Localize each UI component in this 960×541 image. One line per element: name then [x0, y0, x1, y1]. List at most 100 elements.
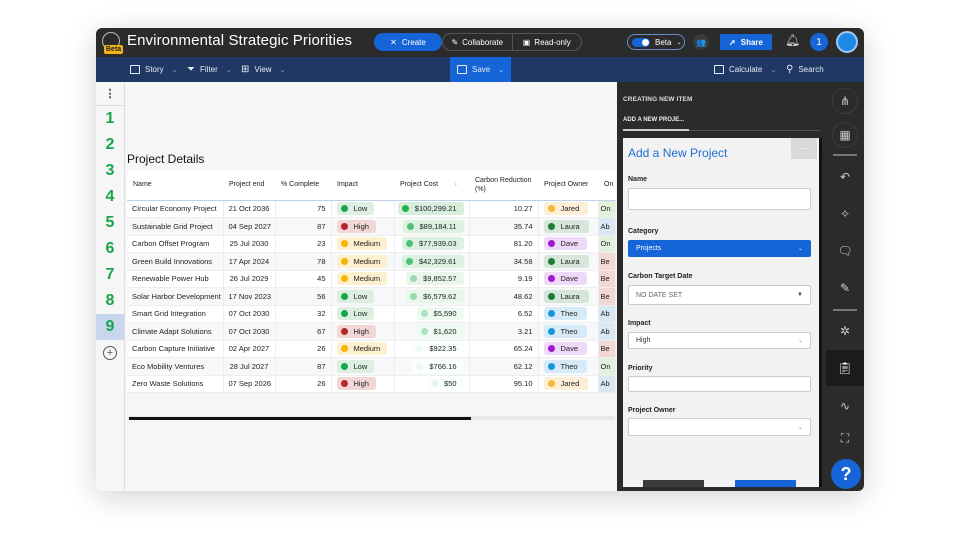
cell-end[interactable]: 21 Oct 2036: [223, 200, 276, 218]
column-header[interactable]: Project Cost ↓: [394, 170, 469, 201]
search-button[interactable]: ⚲ Search: [786, 57, 824, 82]
cell-impact[interactable]: Low: [331, 287, 395, 306]
cell-owner[interactable]: Laura: [538, 287, 599, 306]
create-button[interactable]: ✕ Create: [374, 33, 442, 51]
carbon-target-date-picker[interactable]: NO DATE SET ▼: [628, 285, 811, 305]
fullscreen-icon[interactable]: ⛶: [840, 430, 850, 445]
cell-cost[interactable]: $6,579.62: [394, 287, 470, 306]
cell-owner[interactable]: Laura: [538, 252, 599, 271]
cell-complete[interactable]: 78: [275, 252, 332, 271]
horizontal-scrollbar[interactable]: [129, 416, 615, 420]
story-menu[interactable]: Story ⌄: [130, 57, 178, 82]
cell-complete[interactable]: 67: [275, 322, 332, 341]
cell-cost[interactable]: $922.35: [394, 340, 470, 358]
cancel-button[interactable]: [643, 480, 704, 487]
column-header[interactable]: Project end: [223, 170, 275, 201]
cell-impact[interactable]: High: [331, 375, 395, 393]
cell-cost[interactable]: $100,299.21: [394, 200, 470, 218]
table-row[interactable]: Carbon Offset Program 25 Jul 2030 23 Medium…: [127, 235, 616, 253]
cell-reduction[interactable]: 81.20: [469, 235, 539, 253]
table-row[interactable]: Circular Economy Project 21 Oct 2036 75 Low…: [127, 200, 616, 218]
cell-cost[interactable]: $1,620: [394, 322, 470, 341]
priority-input[interactable]: [628, 376, 811, 392]
cell-end[interactable]: 02 Apr 2027: [223, 340, 276, 358]
cell-cost[interactable]: $50: [394, 375, 470, 393]
avatar[interactable]: [836, 31, 858, 53]
cell-complete[interactable]: 87: [275, 217, 332, 236]
cell-status[interactable]: Be: [598, 270, 616, 288]
cell-name[interactable]: Circular Economy Project: [127, 200, 224, 218]
filter-menu[interactable]: ⏷ Filter ⌄: [187, 57, 232, 82]
row-number[interactable]: 2: [105, 136, 115, 153]
cell-impact[interactable]: High: [331, 217, 395, 236]
cell-end[interactable]: 07 Oct 2030: [223, 305, 276, 323]
hierarchy-icon[interactable]: ⋔: [832, 88, 858, 114]
row-number[interactable]: 9: [96, 314, 124, 340]
cell-owner[interactable]: Laura: [538, 217, 599, 236]
cell-impact[interactable]: Low: [331, 200, 395, 218]
scrollbar-thumb[interactable]: [129, 416, 471, 420]
cell-status[interactable]: On: [598, 235, 616, 253]
cell-owner[interactable]: Dave: [538, 340, 599, 358]
table-row[interactable]: Eco Mobility Ventures 28 Jul 2027 87 Low $76…: [127, 357, 616, 376]
cell-end[interactable]: 25 Jul 2030: [223, 235, 276, 253]
pencil-icon[interactable]: ✎: [839, 281, 851, 295]
cell-end[interactable]: 07 Sep 2026: [223, 375, 276, 393]
cell-owner[interactable]: Dave: [538, 270, 599, 288]
activity-icon[interactable]: ∿: [839, 399, 851, 413]
people-icon[interactable]: 👥: [693, 34, 709, 50]
cell-reduction[interactable]: 65.24: [469, 340, 539, 358]
cell-name[interactable]: Carbon Capture Initiative: [127, 340, 224, 358]
more-options-button[interactable]: ···: [791, 138, 817, 159]
cell-name[interactable]: Green Build Innovations: [127, 252, 224, 271]
cell-end[interactable]: 26 Jul 2029: [223, 270, 276, 288]
cell-impact[interactable]: Medium: [331, 235, 395, 253]
cell-owner[interactable]: Theo: [538, 322, 599, 341]
row-number[interactable]: 6: [105, 240, 115, 257]
table-row[interactable]: Renewable Power Hub 26 Jul 2029 45 Medium $9…: [127, 270, 616, 288]
column-header[interactable]: Name: [127, 170, 223, 201]
table-row[interactable]: Smart Grid Integration 07 Oct 2030 32 Low $5…: [127, 305, 616, 323]
collaborate-button[interactable]: ✎ Collaborate: [443, 34, 513, 50]
row-number[interactable]: 1: [105, 110, 115, 127]
table-row[interactable]: Green Build Innovations 17 Apr 2024 78 Medi…: [127, 252, 616, 271]
row-number[interactable]: 8: [105, 292, 115, 309]
cell-complete[interactable]: 32: [275, 305, 332, 323]
cell-status[interactable]: Ab: [598, 375, 616, 393]
table-row[interactable]: Zero Waste Solutions 07 Sep 2026 26 High $50…: [127, 375, 616, 393]
cell-complete[interactable]: 75: [275, 200, 332, 218]
tab-add-new-project[interactable]: ADD A NEW PROJE...: [623, 117, 685, 123]
save-button[interactable]: Save ⌄: [450, 57, 512, 82]
cell-reduction[interactable]: 6.52: [469, 305, 539, 323]
toggle-switch[interactable]: [632, 37, 650, 47]
impact-select[interactable]: High ⌄: [628, 332, 811, 349]
beta-toggle[interactable]: Beta ⌄: [627, 34, 685, 50]
cell-reduction[interactable]: 34.58: [469, 252, 539, 271]
cell-complete[interactable]: 87: [275, 357, 332, 376]
column-header[interactable]: Project Owner: [538, 170, 598, 201]
cell-cost[interactable]: $89,184.11: [394, 217, 470, 236]
column-header[interactable]: % Complete: [275, 170, 331, 201]
row-number[interactable]: 5: [105, 214, 115, 231]
column-header[interactable]: On: [598, 170, 615, 201]
cell-name[interactable]: Climate Adapt Solutions: [127, 322, 224, 341]
cell-complete[interactable]: 26: [275, 340, 332, 358]
row-number[interactable]: 3: [105, 162, 115, 179]
cell-impact[interactable]: Medium: [331, 270, 395, 288]
table-row[interactable]: Solar Harbor Development 17 Nov 2023 56 Low…: [127, 287, 616, 306]
cell-status[interactable]: Be: [598, 340, 616, 358]
help-button[interactable]: ?: [831, 459, 861, 489]
table-grid-icon[interactable]: ▦: [832, 122, 858, 148]
cell-status[interactable]: Ab: [598, 217, 616, 236]
row-number[interactable]: 7: [105, 266, 115, 283]
notification-badge[interactable]: 1: [810, 33, 828, 51]
column-header[interactable]: Carbon Reduction (%): [469, 170, 538, 201]
cell-reduction[interactable]: 10.27: [469, 200, 539, 218]
cell-impact[interactable]: Low: [331, 305, 395, 323]
cell-owner[interactable]: Dave: [538, 235, 599, 253]
cell-owner[interactable]: Theo: [538, 357, 599, 376]
project-owner-select[interactable]: ⌄: [628, 418, 811, 436]
cell-owner[interactable]: Jared: [538, 200, 599, 218]
cell-reduction[interactable]: 35.74: [469, 217, 539, 236]
cell-cost[interactable]: $77,939.03: [394, 235, 470, 253]
